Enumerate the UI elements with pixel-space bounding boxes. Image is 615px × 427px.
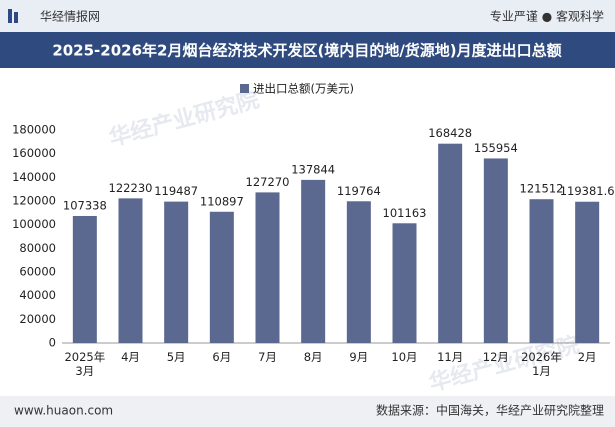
- bar: [392, 223, 417, 343]
- bar: [301, 179, 326, 343]
- bar: [72, 215, 97, 343]
- value-label: 101163: [383, 206, 427, 220]
- value-label: 137844: [291, 162, 335, 176]
- value-label: 119764: [337, 184, 381, 198]
- y-tick-label: 0: [49, 336, 56, 350]
- x-tick-label: 11月: [437, 350, 464, 364]
- logo: [8, 9, 12, 23]
- x-tick-label: 2026年 1月: [521, 350, 562, 378]
- watermark: 华经产业研究院: [106, 87, 261, 152]
- slogan: 专业严谨 ● 客观科学: [490, 9, 604, 24]
- x-tick-label: 5月: [166, 350, 186, 364]
- legend-label: 进出口总额(万美元): [253, 82, 354, 96]
- bar: [346, 201, 371, 343]
- source: 数据来源：中国海关，华经产业研究院整理: [376, 403, 604, 418]
- x-tick-label: 12月: [482, 350, 509, 364]
- value-label: 168428: [428, 126, 472, 140]
- bar: [255, 192, 280, 343]
- header-bar: [0, 0, 615, 32]
- y-tick-label: 80000: [19, 241, 56, 255]
- value-label: 119487: [154, 184, 198, 198]
- bar: [209, 211, 234, 343]
- value-label: 119381.6: [560, 184, 615, 198]
- bar: [164, 201, 189, 343]
- y-tick-label: 20000: [19, 312, 56, 326]
- x-tick-label: 10月: [391, 350, 418, 364]
- chart-title: 2025-2026年2月烟台经济技术开发区(境内目的地/货源地)月度进出口总额: [52, 42, 561, 60]
- x-tick-label: 8月: [303, 350, 323, 364]
- value-label: 127270: [246, 175, 290, 189]
- bar: [575, 201, 600, 343]
- brand: 华经情报网: [40, 9, 100, 24]
- bar: [118, 198, 143, 343]
- x-tick-label: 4月: [121, 350, 140, 364]
- x-tick-label: 7月: [258, 350, 277, 364]
- logo: [14, 12, 18, 23]
- bar: [529, 199, 554, 343]
- title-bar: [0, 32, 615, 68]
- y-tick-label: 160000: [12, 146, 56, 160]
- y-tick-label: 60000: [19, 265, 56, 279]
- x-tick-label: 6月: [212, 350, 232, 364]
- footer-bar: [0, 396, 615, 427]
- value-label: 121512: [520, 182, 564, 196]
- y-tick-label: 120000: [12, 194, 56, 208]
- bar: [438, 143, 463, 343]
- y-tick-label: 180000: [12, 123, 56, 137]
- bar: [483, 158, 508, 343]
- value-label: 155954: [474, 141, 518, 155]
- y-tick-label: 100000: [12, 217, 56, 231]
- value-label: 107338: [63, 198, 107, 212]
- legend-swatch: [240, 84, 249, 93]
- y-tick-label: 40000: [19, 288, 56, 302]
- y-tick-label: 140000: [12, 170, 56, 184]
- x-tick-label: 9月: [349, 350, 369, 364]
- value-label: 122230: [109, 181, 153, 195]
- x-tick-label: 2月: [577, 350, 597, 364]
- website: www.huaon.com: [14, 404, 113, 418]
- value-label: 110897: [200, 194, 244, 208]
- x-tick-label: 2025年 3月: [64, 350, 106, 378]
